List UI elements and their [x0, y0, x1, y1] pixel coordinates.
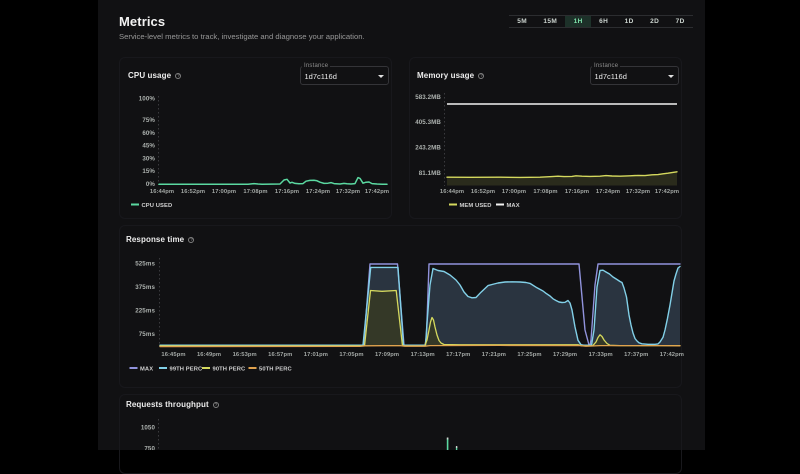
- svg-text:525ms: 525ms: [135, 261, 155, 268]
- svg-text:225ms: 225ms: [135, 308, 155, 315]
- svg-text:45%: 45%: [142, 143, 155, 150]
- svg-text:60%: 60%: [142, 130, 155, 137]
- svg-text:583.2MB: 583.2MB: [415, 94, 441, 101]
- svg-text:17:29pm: 17:29pm: [553, 352, 577, 358]
- svg-text:17:00pm: 17:00pm: [502, 189, 526, 195]
- svg-text:MAX: MAX: [507, 203, 520, 209]
- svg-text:17:37pm: 17:37pm: [624, 352, 648, 358]
- svg-text:100%: 100%: [139, 96, 156, 103]
- svg-text:16:44pm: 16:44pm: [440, 189, 464, 195]
- svg-text:15%: 15%: [142, 168, 155, 175]
- svg-text:16:49pm: 16:49pm: [197, 352, 221, 358]
- svg-text:17:33pm: 17:33pm: [589, 352, 613, 358]
- svg-text:17:42pm: 17:42pm: [365, 189, 389, 195]
- svg-text:16:45pm: 16:45pm: [161, 352, 185, 358]
- svg-text:17:32pm: 17:32pm: [336, 189, 360, 195]
- svg-text:17:42pm: 17:42pm: [655, 189, 679, 195]
- svg-text:243.2MB: 243.2MB: [415, 145, 441, 152]
- svg-text:16:57pm: 16:57pm: [268, 352, 292, 358]
- svg-text:750: 750: [144, 446, 155, 451]
- svg-text:17:17pm: 17:17pm: [446, 352, 470, 358]
- svg-text:50TH PERC: 50TH PERC: [259, 367, 293, 373]
- svg-text:1050: 1050: [141, 425, 156, 432]
- svg-text:17:24pm: 17:24pm: [596, 189, 620, 195]
- svg-text:17:08pm: 17:08pm: [533, 189, 557, 195]
- svg-text:17:42pm: 17:42pm: [660, 352, 684, 358]
- svg-text:16:52pm: 16:52pm: [181, 189, 205, 195]
- svg-text:90TH PERC: 90TH PERC: [213, 367, 247, 373]
- svg-text:17:16pm: 17:16pm: [275, 189, 299, 195]
- svg-text:17:25pm: 17:25pm: [517, 352, 541, 358]
- svg-text:75%: 75%: [142, 117, 155, 124]
- svg-text:17:08pm: 17:08pm: [243, 189, 267, 195]
- svg-text:405.3MB: 405.3MB: [415, 119, 441, 126]
- svg-text:17:32pm: 17:32pm: [626, 189, 650, 195]
- svg-text:CPU USED: CPU USED: [142, 203, 173, 209]
- svg-text:17:16pm: 17:16pm: [565, 189, 589, 195]
- svg-text:99TH PERC: 99TH PERC: [170, 367, 204, 373]
- svg-text:MEM USED: MEM USED: [460, 203, 492, 209]
- svg-text:16:53pm: 16:53pm: [233, 352, 257, 358]
- svg-text:0%: 0%: [146, 181, 156, 188]
- svg-text:17:24pm: 17:24pm: [306, 189, 330, 195]
- svg-text:30%: 30%: [142, 155, 155, 162]
- svg-text:17:09pm: 17:09pm: [375, 352, 399, 358]
- svg-text:17:13pm: 17:13pm: [411, 352, 435, 358]
- svg-text:17:01pm: 17:01pm: [304, 352, 328, 358]
- svg-text:17:00pm: 17:00pm: [212, 189, 236, 195]
- svg-text:17:21pm: 17:21pm: [482, 352, 506, 358]
- svg-text:16:52pm: 16:52pm: [471, 189, 495, 195]
- svg-text:MAX: MAX: [140, 367, 153, 373]
- svg-text:16:44pm: 16:44pm: [150, 189, 174, 195]
- svg-text:75ms: 75ms: [139, 331, 156, 338]
- svg-text:81.1MB: 81.1MB: [419, 170, 442, 177]
- svg-text:375ms: 375ms: [135, 284, 155, 291]
- svg-text:17:05pm: 17:05pm: [339, 352, 363, 358]
